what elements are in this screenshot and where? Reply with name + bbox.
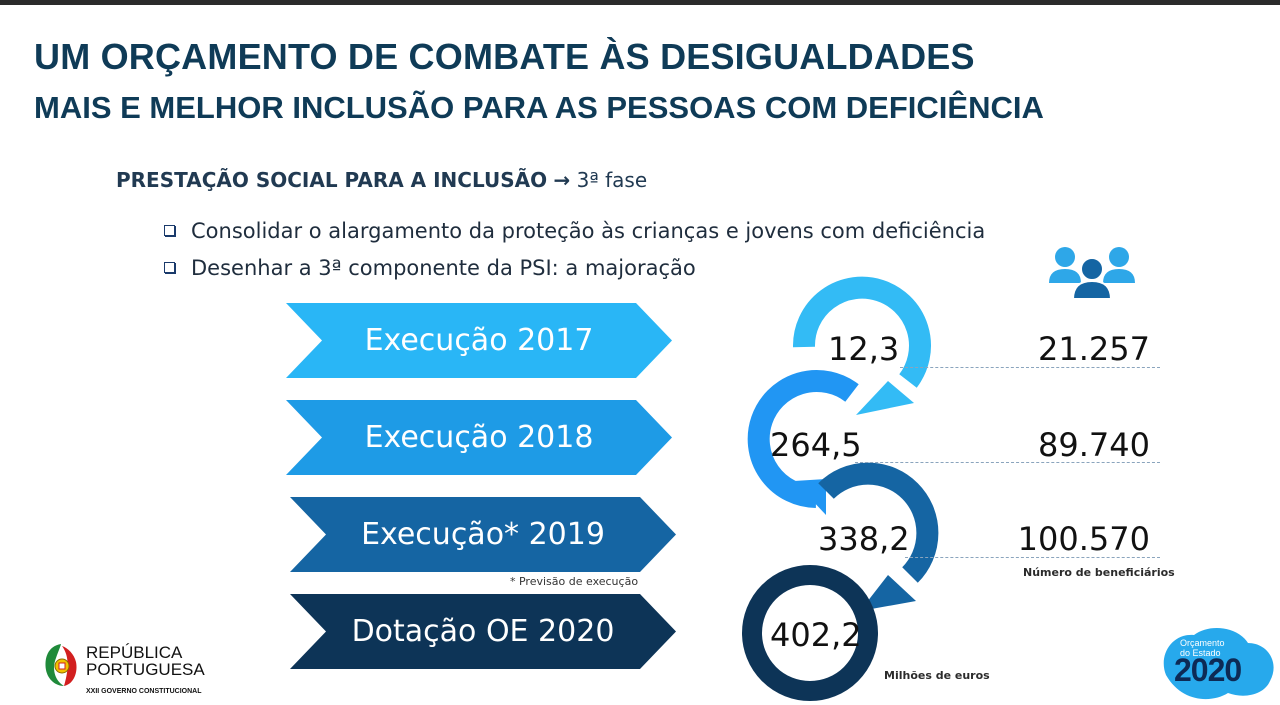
section-heading-arrow: → bbox=[553, 168, 571, 192]
row-label-text: Execução* 2019 bbox=[361, 517, 605, 552]
amounts-caption: Milhões de euros bbox=[884, 669, 990, 682]
bullet-item: Desenhar a 3ª componente da PSI: a major… bbox=[164, 256, 696, 280]
row-divider bbox=[855, 462, 1160, 463]
chevron-shape bbox=[290, 497, 676, 572]
budget-logo-line-1: Orçamento bbox=[1180, 638, 1225, 648]
beneficiaries-2018: 89.740 bbox=[1038, 426, 1150, 464]
arrowhead-icon bbox=[794, 479, 826, 515]
amount-2019: 338,2 bbox=[818, 520, 910, 558]
budget-2020-logo bbox=[1163, 628, 1274, 700]
square-bullet-icon bbox=[164, 225, 175, 236]
slide-title: UM ORÇAMENTO DE COMBATE ÀS DESIGUALDADES bbox=[34, 36, 975, 77]
arrowhead-icon bbox=[860, 575, 916, 611]
flow-arrow-3 bbox=[818, 462, 939, 583]
row-label-2020: Dotação OE 2020 bbox=[290, 594, 676, 669]
flow-arrow-1 bbox=[792, 276, 931, 388]
footnote: * Previsão de execução bbox=[510, 575, 639, 588]
row-label-2017: Execução 2017 bbox=[286, 303, 672, 378]
logo-line-3: XXII GOVERNO CONSTITUCIONAL bbox=[86, 688, 202, 695]
row-label-2019: Execução* 2019 bbox=[290, 497, 676, 572]
amount-2020: 402,2 bbox=[770, 616, 862, 654]
bullet-text: Desenhar a 3ª componente da PSI: a major… bbox=[191, 256, 696, 280]
row-label-text: Dotação OE 2020 bbox=[351, 614, 615, 649]
chevron-shape bbox=[286, 400, 672, 475]
logo-line-1: REPÚBLICA bbox=[86, 643, 183, 662]
arrowhead-icon bbox=[856, 381, 914, 415]
row-label-text: Execução 2017 bbox=[364, 323, 594, 358]
republic-emblem-icon bbox=[45, 644, 77, 686]
logo-line-2: PORTUGUESA bbox=[86, 660, 205, 679]
section-heading-rest: 3ª fase bbox=[576, 168, 648, 192]
row-divider bbox=[900, 367, 1160, 368]
beneficiaries-2019: 100.570 bbox=[1017, 520, 1150, 558]
section-heading-bold: PRESTAÇÃO SOCIAL PARA A INCLUSÃO bbox=[116, 168, 548, 192]
chevron-shape bbox=[290, 594, 676, 669]
people-group-icon bbox=[1049, 247, 1135, 300]
flow-arrow-2 bbox=[747, 370, 859, 508]
budget-logo-year: 2020 bbox=[1174, 652, 1242, 688]
row-label-text: Execução 2018 bbox=[364, 420, 594, 455]
flow-circles bbox=[742, 276, 939, 701]
section-heading: PRESTAÇÃO SOCIAL PARA A INCLUSÃO → 3ª fa… bbox=[116, 168, 647, 192]
amount-2017: 12,3 bbox=[828, 330, 900, 368]
chevron-shape bbox=[286, 303, 672, 378]
square-bullet-icon bbox=[164, 262, 175, 273]
top-bar bbox=[0, 0, 1280, 5]
beneficiaries-caption: Número de beneficiários bbox=[1023, 566, 1175, 579]
bullet-item: Consolidar o alargamento da proteção às … bbox=[164, 219, 985, 243]
bullet-text: Consolidar o alargamento da proteção às … bbox=[191, 219, 986, 243]
slide-subtitle: MAIS E MELHOR INCLUSÃO PARA AS PESSOAS C… bbox=[34, 90, 1044, 125]
flow-circle-4 bbox=[742, 565, 878, 701]
beneficiaries-2017: 21.257 bbox=[1038, 330, 1150, 368]
row-label-2018: Execução 2018 bbox=[286, 400, 672, 475]
budget-logo-line-2: do Estado bbox=[1180, 648, 1221, 658]
amount-2018: 264,5 bbox=[770, 426, 862, 464]
row-divider bbox=[905, 557, 1160, 558]
